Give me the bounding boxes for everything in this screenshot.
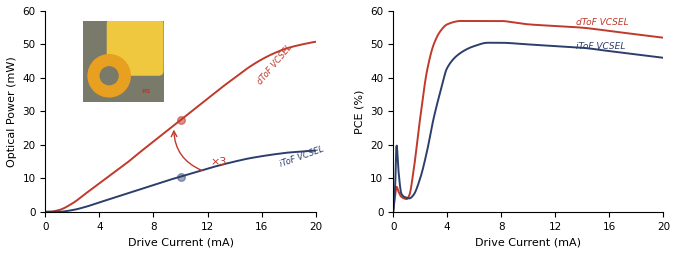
Text: iToF VCSEL: iToF VCSEL — [279, 145, 326, 169]
Y-axis label: PCE (%): PCE (%) — [355, 89, 365, 134]
X-axis label: Drive Current (mA): Drive Current (mA) — [475, 237, 582, 247]
X-axis label: Drive Current (mA): Drive Current (mA) — [127, 237, 234, 247]
Text: dToF VCSEL: dToF VCSEL — [575, 18, 628, 27]
Text: dToF VCSEL: dToF VCSEL — [256, 43, 294, 86]
Text: iToF VCSEL: iToF VCSEL — [575, 42, 625, 51]
Text: ×3: ×3 — [210, 156, 227, 167]
Y-axis label: Optical Power (mW): Optical Power (mW) — [7, 56, 17, 167]
